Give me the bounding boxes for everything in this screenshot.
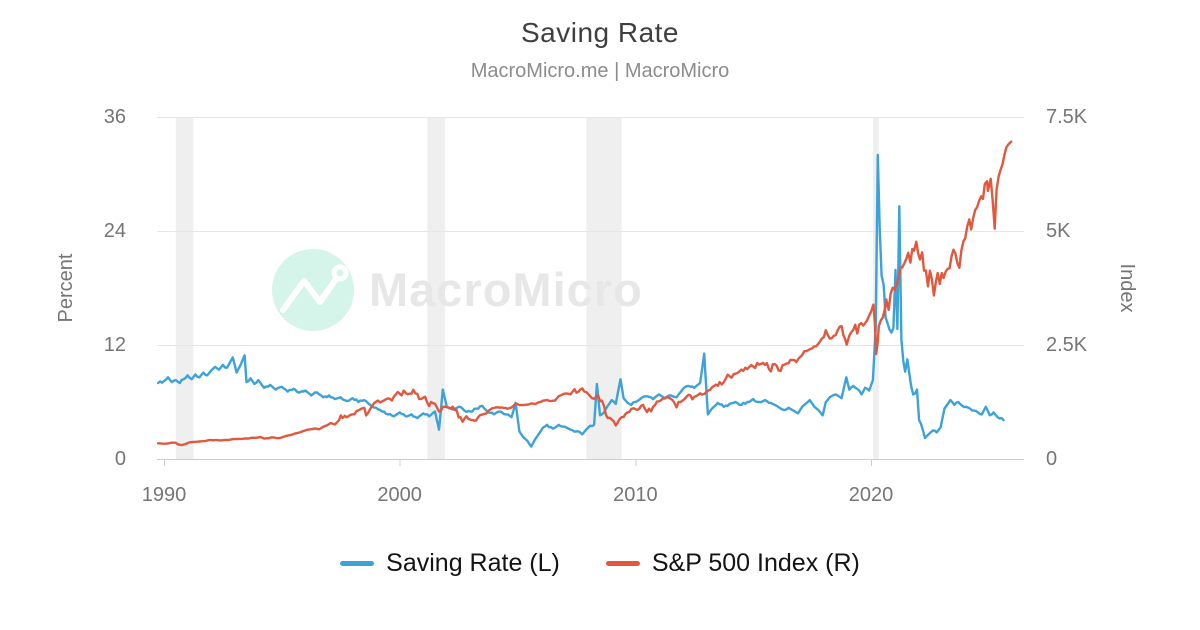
legend-item-saving-rate[interactable]: Saving Rate (L) [340, 549, 560, 578]
sp500-line [157, 140, 1013, 447]
saving-rate-line [157, 153, 1005, 448]
right-axis-title: Index [1116, 263, 1138, 313]
legend-label-saving-rate: Saving Rate (L) [386, 549, 560, 577]
legend-item-sp500[interactable]: S&P 500 Index (R) [605, 549, 860, 578]
y-left-tick-label: 36 [103, 106, 126, 128]
recession-band [175, 117, 194, 459]
plot-area [157, 117, 1024, 466]
x-tick-label: 1990 [141, 484, 187, 506]
x-tick-label: 2000 [377, 484, 422, 506]
legend: Saving Rate (L) S&P 500 Index (R) [0, 549, 1200, 578]
x-tick-label: 2010 [613, 484, 658, 506]
legend-marker-saving-rate [340, 561, 375, 566]
y-right-tick-label: 5K [1046, 220, 1071, 242]
y-right-tick-label: 7.5K [1046, 106, 1088, 128]
y-left-tick-label: 24 [103, 220, 126, 242]
y-right-tick-label: 0 [1046, 448, 1058, 470]
chart-subtitle: MacroMicro.me | MacroMicro [470, 60, 730, 82]
y-right-tick-label: 2.5K [1046, 334, 1088, 356]
y-left-tick-label: 12 [103, 334, 126, 356]
x-tick-label: 2020 [848, 484, 894, 506]
recession-band [427, 117, 445, 459]
chart-title: Saving Rate [520, 17, 680, 48]
y-left-tick-label: 0 [114, 448, 126, 470]
legend-marker-sp500 [605, 561, 640, 566]
left-axis-title: Percent [55, 253, 77, 323]
legend-label-sp500: S&P 500 Index (R) [651, 549, 860, 577]
